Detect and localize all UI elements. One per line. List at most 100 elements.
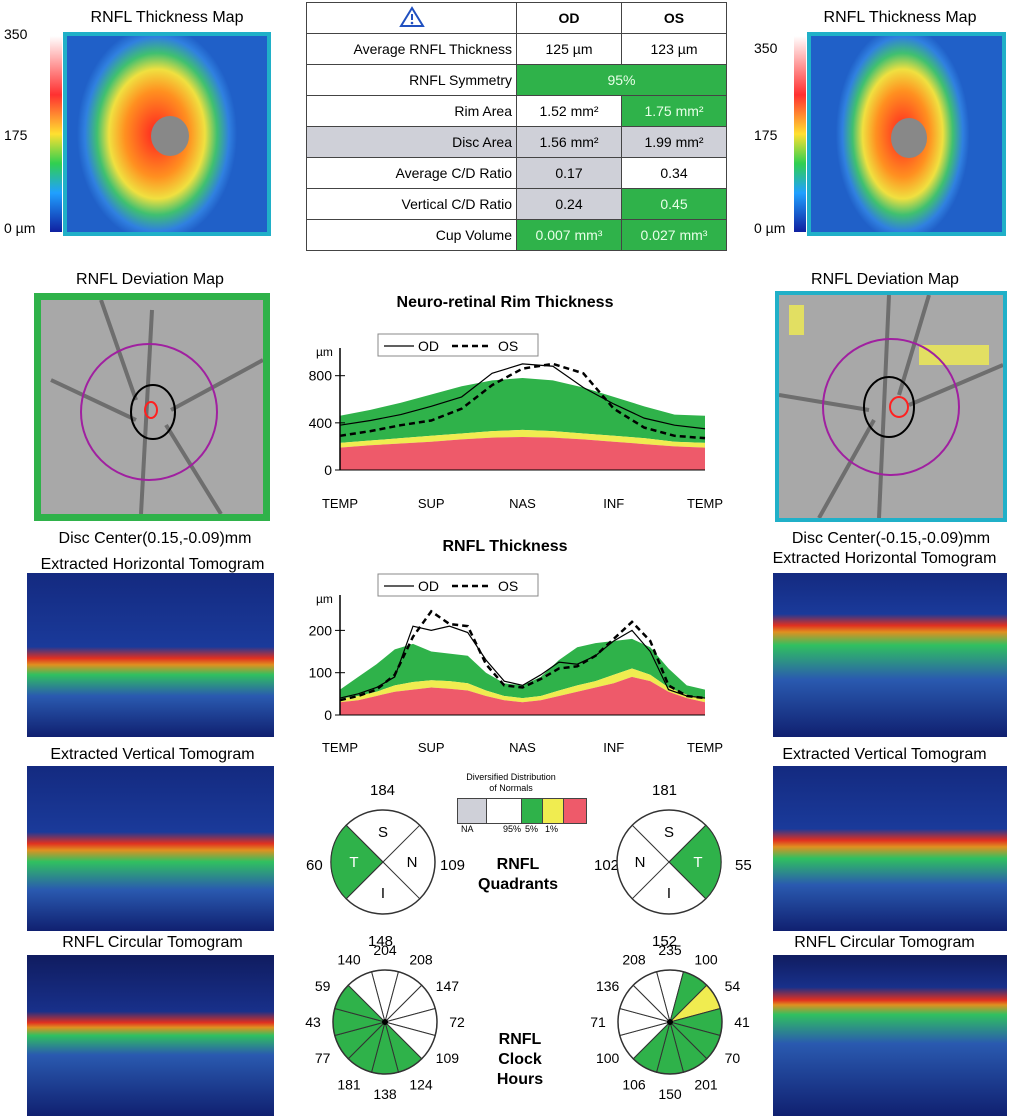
left-deviation-map-title: RNFL Deviation Map (76, 271, 224, 288)
x-tick-label: INF (603, 496, 624, 511)
os-quadrant-chart: S N I T (616, 809, 722, 915)
y-tick-label: 200 (309, 622, 333, 638)
os-quadrant-t-sector (668, 824, 722, 900)
left-deviation-map (34, 293, 270, 521)
warning-icon (306, 2, 517, 34)
legend-95-label: 95% (503, 824, 522, 834)
od-clock-value: 140 (337, 952, 361, 968)
os-clock-value: 235 (658, 942, 682, 958)
x-tick-label: TEMP (687, 496, 723, 511)
right-scale-min: 0 µm (754, 220, 786, 236)
table-row: Average RNFL Thickness 125 µm 123 µm (306, 33, 727, 65)
od-clock-value: 147 (436, 978, 460, 994)
table-row: Disc Area 1.56 mm² 1.99 mm² (306, 126, 727, 158)
left-deviation-svg (41, 299, 264, 516)
os-letter-i: I (667, 885, 671, 902)
od-clock-value: 204 (373, 942, 397, 958)
left-thickness-map-title: RNFL Thickness Map (90, 9, 244, 26)
right-thickness-map (807, 32, 1006, 236)
clock-hours-title: RNFL Clock Hours (496, 1031, 544, 1088)
x-tick-label: SUP (418, 496, 445, 511)
table-head-os: OS (621, 2, 727, 34)
row-od: 0.17 (516, 157, 622, 189)
row-label: RNFL Symmetry (306, 64, 517, 96)
os-series-line (339, 362, 706, 440)
left-scale-mid: 175 (4, 127, 28, 143)
x-tick-label: TEMP (322, 740, 358, 755)
x-tick-label: INF (603, 740, 624, 755)
metrics-table: OD OS Average RNFL Thickness 125 µm 123 … (306, 2, 727, 251)
row-label: Average C/D Ratio (306, 157, 517, 189)
right-deviation-map-title: RNFL Deviation Map (811, 271, 959, 288)
right-scale-max: 350 (754, 40, 778, 56)
table-row: RNFL Symmetry 95% (306, 64, 727, 96)
left-scale-min: 0 µm (4, 220, 36, 236)
right-circular-tomogram (773, 955, 1007, 1116)
os-quadrant-t-value: 55 (735, 857, 752, 874)
right-disc-center: Disc Center(-0.15,-0.09)mm (791, 530, 991, 547)
left-optic-disc (151, 116, 189, 156)
od-series-line (339, 363, 706, 430)
table-head-od: OD (516, 2, 622, 34)
od-letter-s: S (378, 824, 388, 841)
band-95 (340, 378, 705, 443)
left-horizontal-tomogram (27, 573, 274, 737)
legend-na-swatch (458, 799, 487, 823)
row-label: Vertical C/D Ratio (306, 188, 517, 220)
os-quadrant-n-value: 102 (594, 857, 620, 874)
row-symmetry: 95% (516, 64, 727, 96)
legend-5-label: 5% (525, 824, 539, 834)
od-letter-t: T (349, 854, 358, 871)
legend-1-label: 1% (545, 824, 559, 834)
right-vertical-title: Extracted Vertical Tomogram (782, 746, 987, 763)
y-axis-label: µm (316, 345, 333, 359)
right-deviation-map (775, 291, 1007, 522)
legend-od-label: OD (418, 578, 439, 594)
x-tick-label: TEMP (322, 496, 358, 511)
left-disc-center: Disc Center(0.15,-0.09)mm (58, 530, 252, 547)
od-quadrant-t-value: 60 (306, 857, 323, 874)
legend-os-label: OS (498, 338, 518, 354)
band-5 (340, 429, 705, 448)
y-axis-label: µm (316, 592, 333, 606)
od-clock-value: 43 (305, 1014, 321, 1030)
legend-95-swatch (487, 799, 522, 823)
rim-chart-title: Neuro-retinal Rim Thickness (396, 294, 614, 311)
row-od: 1.56 mm² (516, 126, 622, 158)
row-os: 123 µm (621, 33, 727, 65)
os-series-line (339, 609, 706, 702)
rnfl-chart-title: RNFL Thickness (442, 538, 568, 555)
od-clock-value: 181 (337, 1076, 361, 1092)
od-clock-value: 208 (409, 952, 433, 968)
table-row: Vertical C/D Ratio 0.24 0.45 (306, 188, 727, 220)
row-os: 0.45 (621, 188, 727, 220)
od-series-line (339, 625, 706, 699)
left-horizontal-title: Extracted Horizontal Tomogram (40, 556, 265, 573)
od-quadrant-i-value: 148 (368, 933, 394, 950)
y-tick-label: 800 (309, 368, 333, 384)
legend-od-label: OD (418, 338, 439, 354)
od-clock-value: 59 (315, 978, 331, 994)
od-quadrant-s-value: 184 (370, 782, 396, 799)
x-tick-label: SUP (418, 740, 445, 755)
os-letter-n: N (635, 854, 646, 871)
row-od: 125 µm (516, 33, 622, 65)
os-clock-value: 106 (622, 1076, 646, 1092)
left-circular-tomogram (27, 955, 274, 1116)
os-clock-value: 201 (694, 1076, 718, 1092)
row-os: 0.34 (621, 157, 727, 189)
band-1 (340, 436, 705, 470)
legend-os-label: OS (498, 578, 518, 594)
row-os: 0.027 mm³ (621, 219, 727, 251)
table-row: Cup Volume 0.007 mm³ 0.027 mm³ (306, 219, 727, 251)
os-clock-outline (617, 969, 723, 1075)
os-clock-value: 70 (725, 1050, 741, 1066)
table-row: Average C/D Ratio 0.17 0.34 (306, 157, 727, 189)
left-thickness-map (63, 32, 271, 236)
os-quadrant-i-value: 152 (652, 933, 678, 950)
od-clock-value: 72 (449, 1014, 465, 1030)
os-letter-t: T (693, 854, 702, 871)
os-clock-value: 71 (590, 1014, 606, 1030)
